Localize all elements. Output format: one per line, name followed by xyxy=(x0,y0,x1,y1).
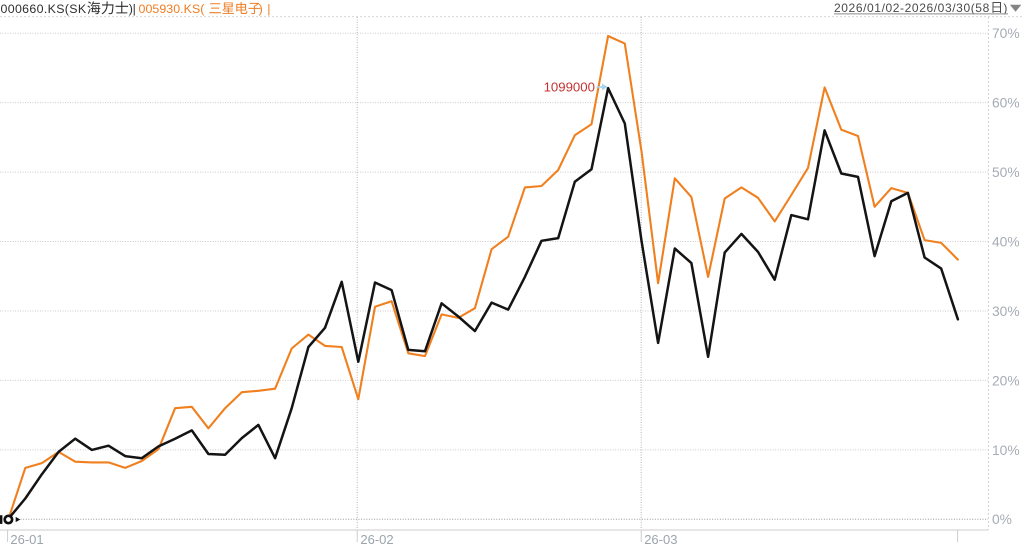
svg-text:1099000: 1099000 xyxy=(544,80,595,95)
svg-text:50%: 50% xyxy=(992,165,1020,180)
svg-text:005930.KS(: 005930.KS( xyxy=(139,2,206,16)
svg-text:): ) xyxy=(1003,1,1007,15)
svg-text:10%: 10% xyxy=(992,443,1020,458)
svg-text:): ) xyxy=(129,2,133,16)
svg-text:70%: 70% xyxy=(992,26,1020,41)
svg-text:40%: 40% xyxy=(992,234,1020,249)
svg-text:0%: 0% xyxy=(992,512,1012,527)
svg-text:|: | xyxy=(133,2,136,16)
svg-text:30%: 30% xyxy=(992,304,1020,319)
svg-text:26-02: 26-02 xyxy=(360,532,393,547)
svg-text:000660.KS(SK: 000660.KS(SK xyxy=(1,2,87,16)
svg-text:2026/01/02-2026/03/30(58: 2026/01/02-2026/03/30(58 xyxy=(834,1,990,15)
svg-text:|: | xyxy=(267,2,270,16)
svg-text:20%: 20% xyxy=(992,373,1020,388)
svg-text:26-01: 26-01 xyxy=(10,532,43,547)
svg-text:): ) xyxy=(259,2,263,16)
svg-text:60%: 60% xyxy=(992,96,1020,111)
svg-text:26-03: 26-03 xyxy=(644,532,677,547)
